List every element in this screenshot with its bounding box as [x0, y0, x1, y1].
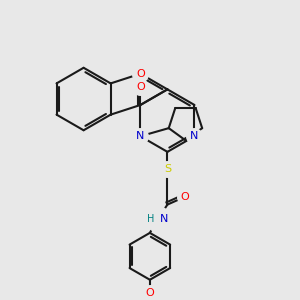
- Text: S: S: [164, 164, 171, 174]
- Text: H: H: [147, 214, 155, 224]
- Text: O: O: [136, 82, 145, 92]
- Text: O: O: [136, 69, 145, 79]
- Text: N: N: [136, 131, 145, 141]
- Text: N: N: [160, 214, 168, 224]
- Text: N: N: [190, 131, 199, 141]
- Text: O: O: [146, 288, 154, 298]
- Text: O: O: [181, 192, 189, 202]
